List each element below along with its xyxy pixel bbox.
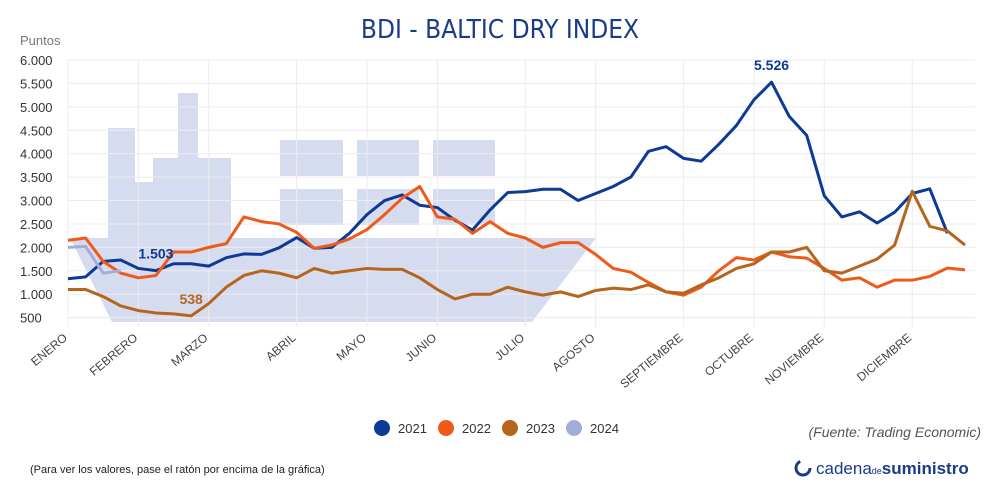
logo-text: de	[872, 466, 882, 476]
y-tick-label: 3.500	[20, 170, 53, 185]
x-tick-label: OCTUBRE	[702, 331, 756, 379]
legend-marker	[374, 420, 390, 436]
y-tick-label: 500	[20, 311, 42, 326]
x-tick-label: FEBRERO	[87, 331, 140, 379]
y-tick-label: 4.500	[20, 123, 53, 138]
legend-marker	[566, 420, 582, 436]
legend-label: 2024	[590, 421, 619, 436]
grid	[67, 59, 975, 327]
y-tick-label: 2.500	[20, 217, 53, 232]
x-tick-label: NOVIEMBRE	[762, 331, 826, 388]
y-tick-label: 2.000	[20, 240, 53, 255]
x-tick-label: ENERO	[28, 331, 70, 369]
legend-label: 2022	[462, 421, 491, 436]
logo-text: suministro	[882, 459, 969, 478]
x-tick-label: SEPTIEMBRE	[617, 331, 685, 391]
y-tick-label: 5.000	[20, 100, 53, 115]
y-tick-label: 6.000	[20, 53, 53, 68]
x-tick-label: MAYO	[334, 331, 369, 364]
legend-label: 2021	[398, 421, 427, 436]
y-tick-label: 5.500	[20, 76, 53, 91]
series-line	[67, 184, 966, 297]
y-tick-label: 3.000	[20, 194, 53, 209]
x-tick-label: ABRIL	[263, 330, 299, 363]
value-label: 5.526	[754, 57, 789, 73]
y-tick-label: 1.500	[20, 264, 53, 279]
legend-marker	[502, 420, 518, 436]
footnote: (Para ver los valores, pase el ratón por…	[30, 464, 325, 476]
ship-background	[70, 93, 596, 322]
x-tick-label: AGOSTO	[549, 331, 597, 375]
series-line	[68, 189, 966, 318]
chart-title: BDI - BALTIC DRY INDEX	[361, 15, 639, 45]
series-line	[67, 80, 949, 281]
x-tick-label: MARZO	[168, 331, 210, 370]
lines	[67, 80, 966, 318]
value-label: 538	[179, 291, 203, 307]
legend-label: 2023	[526, 421, 555, 436]
x-tick-label: DICIEMBRE	[854, 331, 914, 385]
svg-text:cadenadesuministro: cadenadesuministro	[816, 459, 969, 478]
x-tick-label: JUNIO	[403, 331, 440, 365]
source: (Fuente: Trading Economic)	[809, 424, 981, 440]
y-tick-label: 1.000	[20, 287, 53, 302]
legend: 2021 2022 2023 2024	[374, 420, 619, 436]
legend-marker	[438, 420, 454, 436]
value-label: 1.503	[138, 246, 173, 262]
logo-text: cadena	[816, 459, 872, 478]
y-tick-label: 4.000	[20, 147, 53, 162]
series-line	[67, 244, 121, 275]
x-tick-label: JULIO	[492, 331, 527, 364]
y-axis-label: Puntos	[20, 33, 61, 48]
logo: cadenadesuministro	[794, 459, 969, 478]
